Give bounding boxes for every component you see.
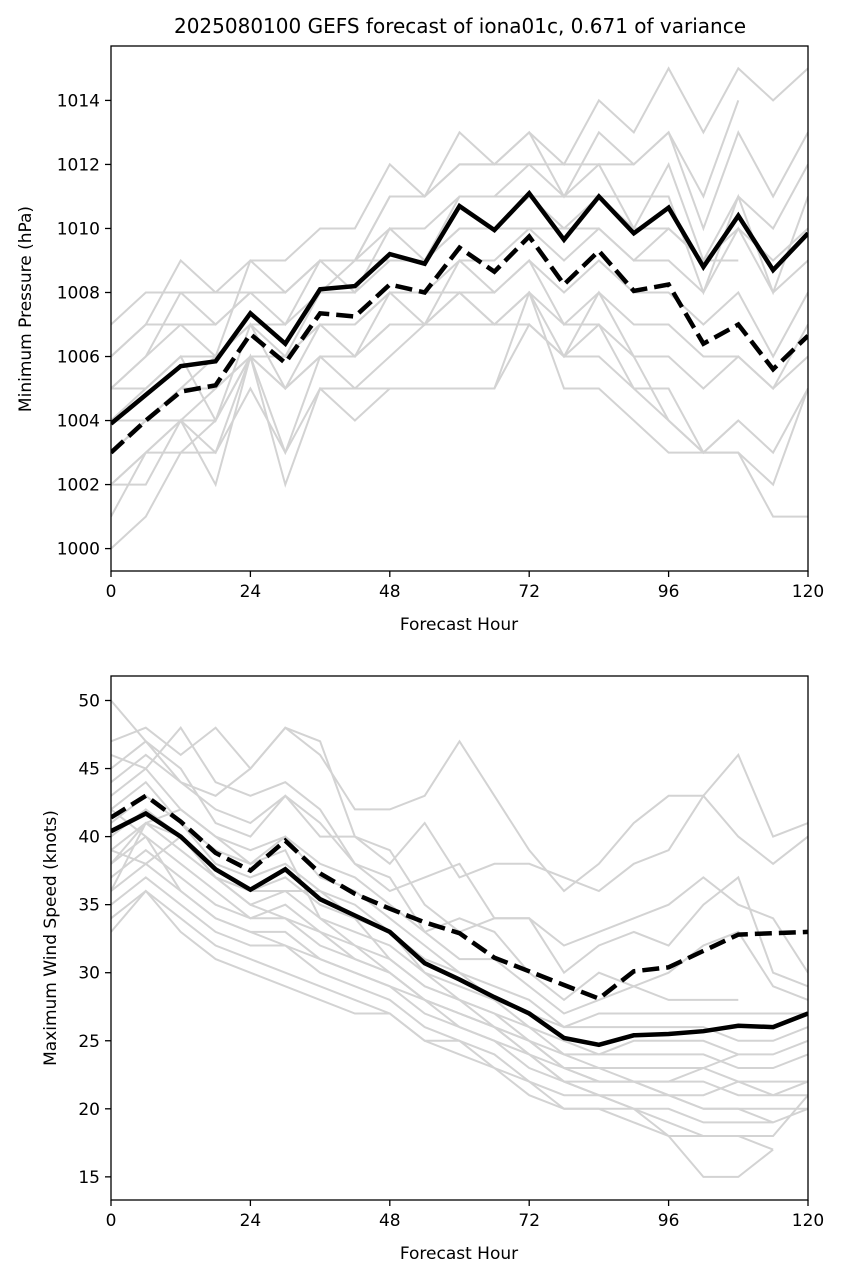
pressure-xlabel: Forecast Hour [400, 615, 518, 635]
wind-x-tick-label-0: 0 [106, 1211, 117, 1231]
figure-title: 2025080100 GEFS forecast of iona01c, 0.6… [174, 14, 746, 38]
wind-member-line-7 [111, 794, 808, 1042]
wind-member-line-18 [111, 808, 808, 1097]
pressure-x-tick-label-5: 120 [792, 582, 824, 602]
wind-member-line-19 [111, 835, 739, 1083]
wind-member-line-1 [111, 726, 808, 893]
pressure-x-tick-label-3: 72 [518, 582, 540, 602]
wind-member-line-15 [111, 889, 774, 1151]
pressure-y-tick-label-0: 1000 [57, 540, 100, 560]
pressure-x-tick-label-0: 0 [106, 582, 117, 602]
pressure-x-tick-label-4: 96 [658, 582, 680, 602]
wind-y-tick-label-0: 15 [78, 1168, 100, 1188]
wind-y-tick-label-7: 50 [78, 691, 100, 711]
pressure-panel: Forecast Hour Minimum Pressure (hPa) 0 24… [16, 45, 824, 635]
pressure-x-tick-label-1: 24 [240, 582, 262, 602]
wind-axes-frame [110, 675, 809, 1201]
pressure-y-tick-label-7: 1014 [57, 91, 100, 111]
pressure-y-tick-label-5: 1010 [57, 219, 100, 239]
wind-y-tick-label-5: 40 [78, 828, 100, 848]
pressure-y-tick-label-6: 1012 [57, 155, 100, 175]
pressure-x-tick-label-2: 48 [379, 582, 401, 602]
pressure-y-tick-label-1: 1002 [57, 476, 100, 496]
wind-x-tick-label-5: 120 [792, 1211, 824, 1231]
wind-x-tick-label-1: 24 [240, 1211, 262, 1231]
wind-plot-area [111, 699, 808, 1178]
wind-panel: Forecast Hour Maximum Wind Speed (knots)… [41, 675, 824, 1264]
pressure-member-line-11 [111, 291, 808, 518]
wind-y-tick-label-4: 35 [78, 896, 100, 916]
wind-xlabel: Forecast Hour [400, 1244, 518, 1264]
pressure-member-line-2 [111, 129, 808, 390]
wind-y-tick-label-2: 25 [78, 1032, 100, 1052]
pressure-member-line-12 [111, 290, 808, 550]
wind-y-tick-label-1: 20 [78, 1100, 100, 1120]
pressure-member-line-14 [111, 290, 808, 487]
wind-x-tick-label-2: 48 [379, 1211, 401, 1231]
pressure-dashed-line [111, 233, 808, 455]
wind-y-tick-label-3: 30 [78, 964, 100, 984]
wind-y-tick-label-6: 45 [78, 760, 100, 780]
wind-member-line-14 [111, 889, 808, 1137]
wind-x-tick-label-4: 96 [658, 1211, 680, 1231]
pressure-y-tick-label-2: 1004 [57, 412, 100, 432]
pressure-ylabel: Minimum Pressure (hPa) [16, 206, 36, 412]
pressure-axes-frame [110, 45, 809, 572]
wind-x-tick-label-3: 72 [518, 1211, 540, 1231]
pressure-member-line-4 [111, 193, 808, 390]
pressure-y-tick-label-3: 1006 [57, 348, 100, 368]
pressure-plot-area [111, 66, 808, 550]
wind-solid-line [111, 810, 808, 1048]
pressure-y-tick-label-4: 1008 [57, 283, 100, 303]
pressure-solid-line [111, 189, 808, 426]
wind-dashed-line [111, 793, 808, 1002]
wind-member-line-2 [111, 726, 808, 974]
wind-ylabel: Maximum Wind Speed (knots) [41, 810, 61, 1066]
